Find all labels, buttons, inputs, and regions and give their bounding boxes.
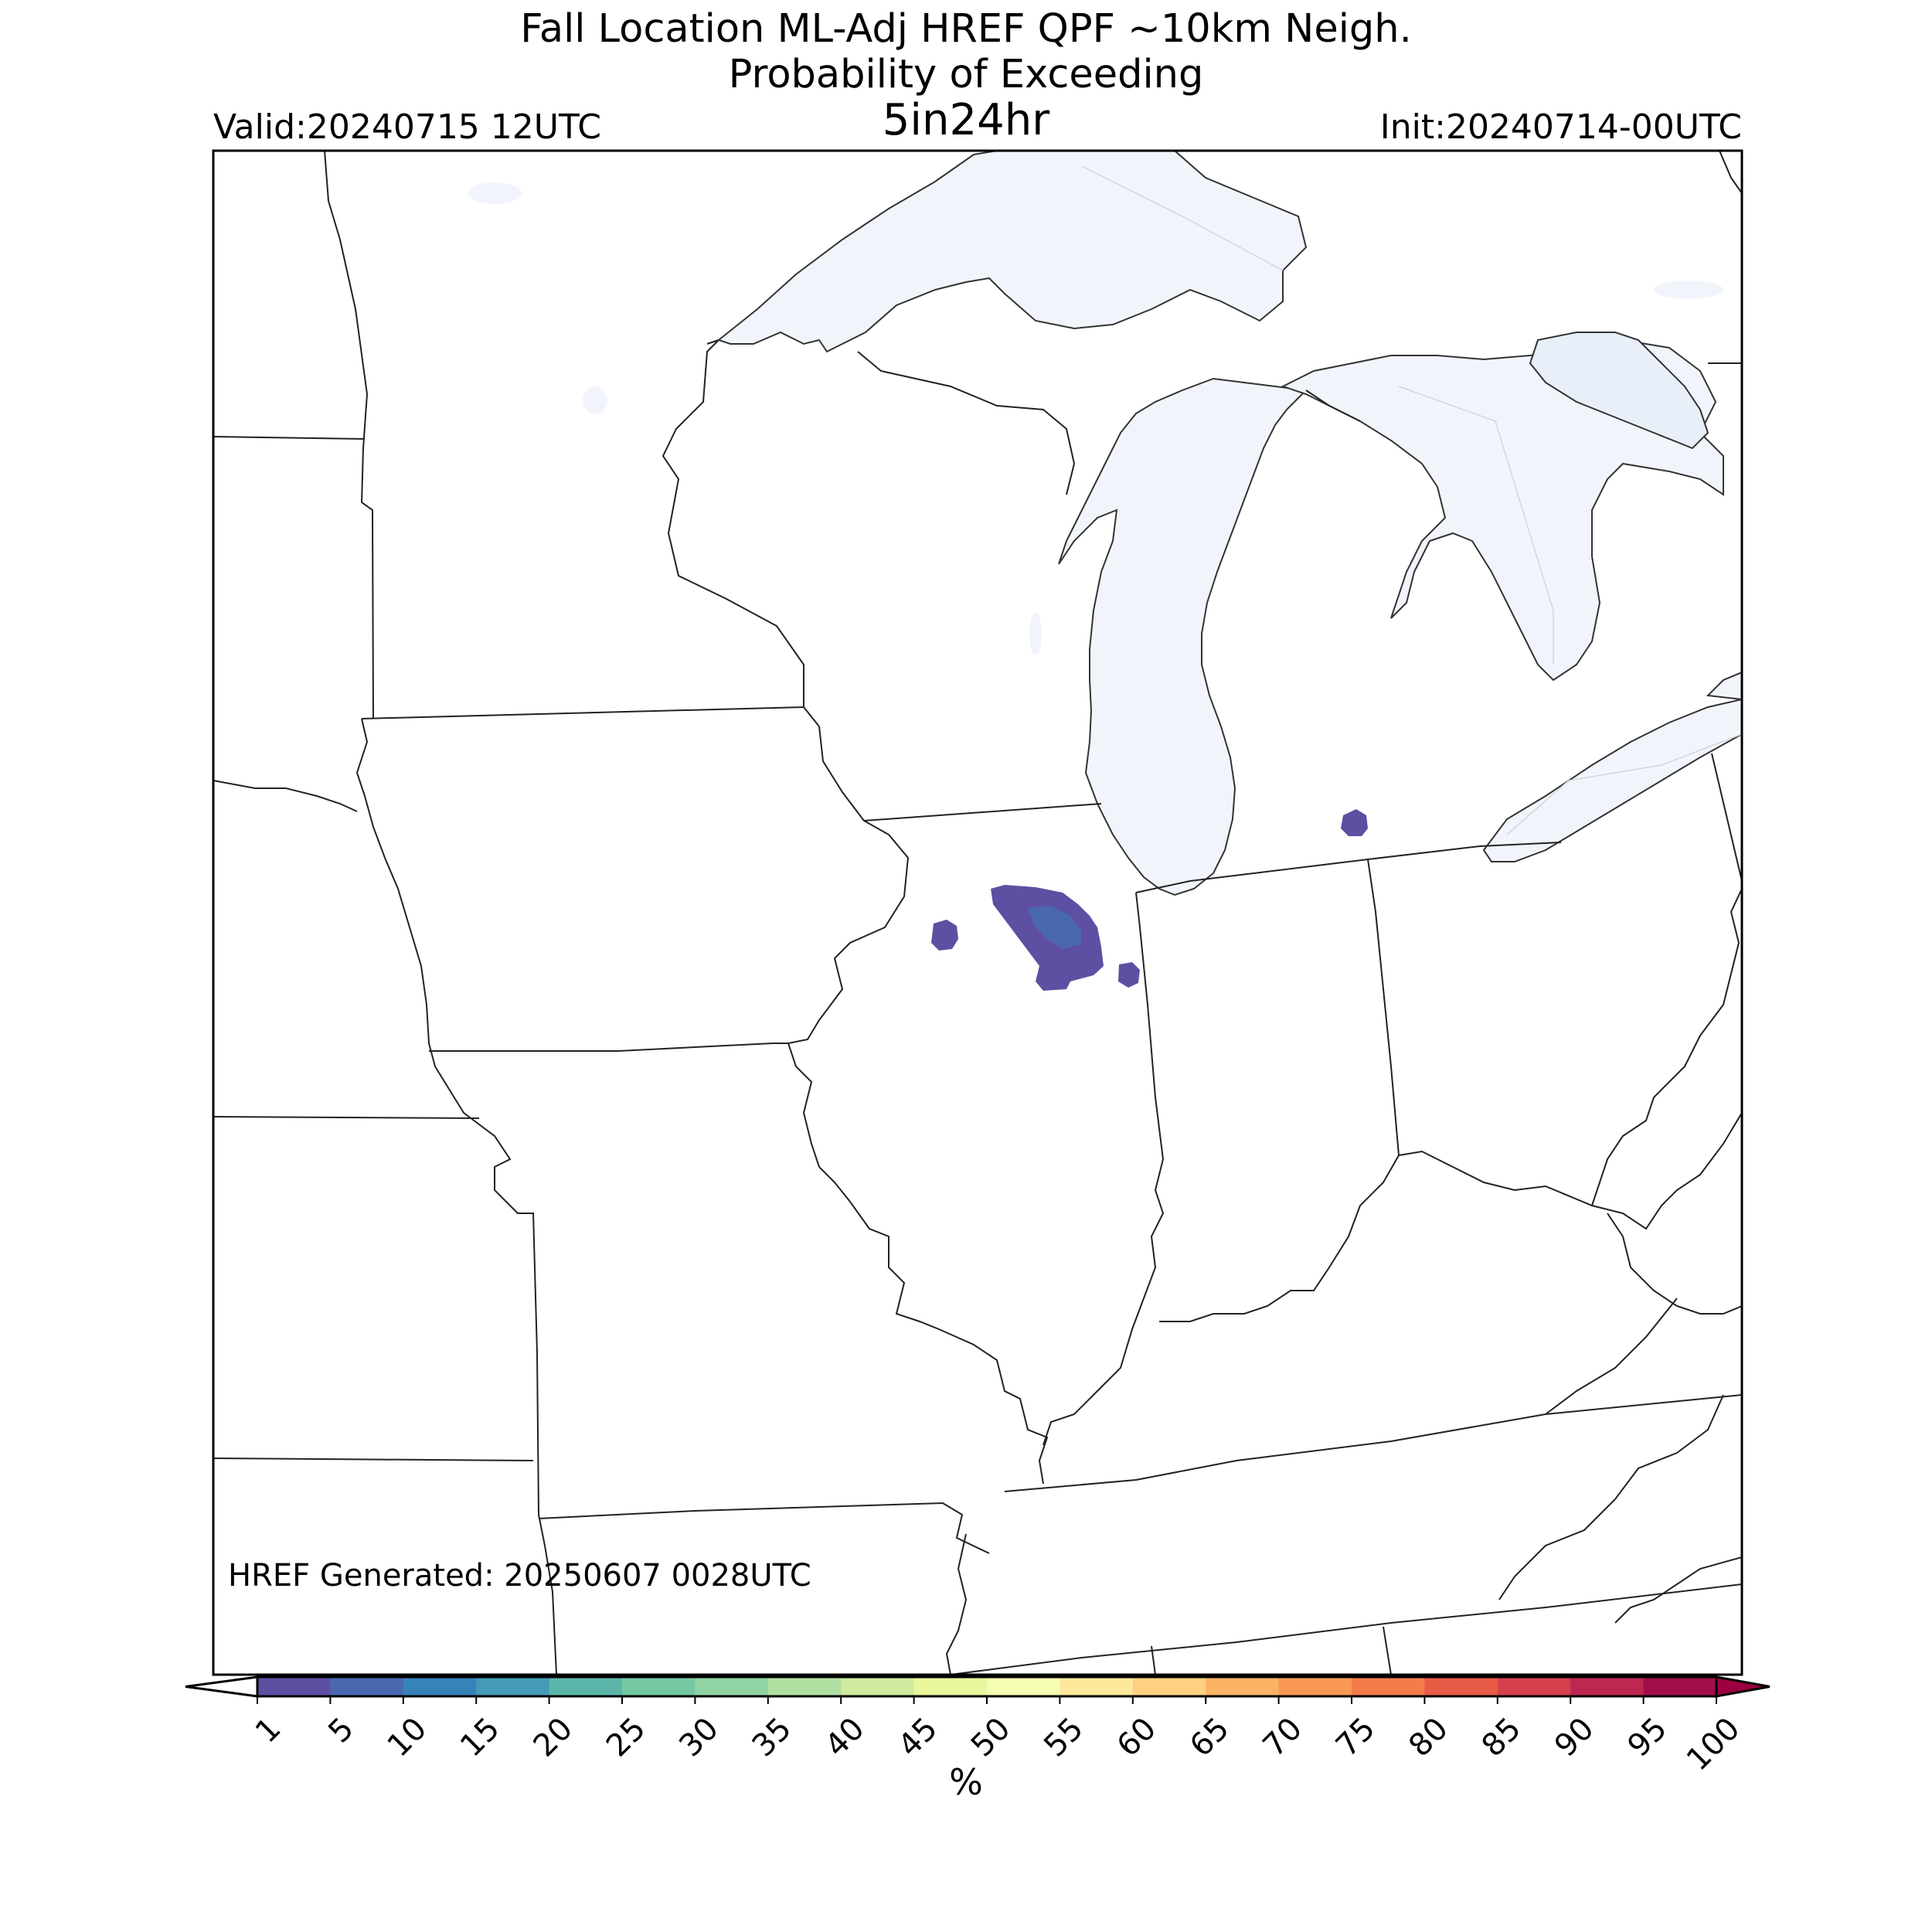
colorbar-swatch <box>403 1677 477 1696</box>
colorbar-tick-label: 30 <box>672 1711 726 1764</box>
lake-erie <box>1482 698 1742 862</box>
georgian-bay <box>1529 332 1709 450</box>
colorbar-swatch <box>476 1677 550 1696</box>
colorbar-swatch <box>257 1677 331 1696</box>
colorbar-tick-label: 65 <box>1183 1711 1236 1764</box>
probability-areas <box>931 809 1368 991</box>
valid-time-label: Valid:20240715 12UTC <box>213 107 602 147</box>
lake-superior <box>716 151 1308 353</box>
title-line-1: Fall Location ML-Adj HREF QPF ~10km Neig… <box>520 6 1412 52</box>
title-line-3: 5in24hr <box>882 95 1050 145</box>
colorbar-swatch <box>1497 1677 1571 1696</box>
colorbar-swatch <box>622 1677 696 1696</box>
colorbar-tick-label: 80 <box>1402 1711 1455 1764</box>
small-lake <box>583 386 607 414</box>
prob-area-southern-michigan <box>1341 809 1368 836</box>
colorbar-swatch <box>1206 1677 1280 1696</box>
colorbar-swatch <box>1570 1677 1645 1696</box>
small-lake <box>1654 281 1723 299</box>
colorbar-tick-label: 10 <box>381 1711 434 1764</box>
colorbar-tick-label: 1 <box>249 1711 288 1750</box>
colorbar-tick-label: 75 <box>1329 1711 1383 1764</box>
colorbar-swatch <box>913 1677 988 1696</box>
lake-michigan <box>1058 377 1308 896</box>
colorbar-tick-label: 85 <box>1475 1711 1529 1764</box>
colorbar-swatch <box>549 1677 623 1696</box>
small-lake <box>1029 612 1042 655</box>
colorbar-swatch <box>1060 1677 1134 1696</box>
generated-label: HREF Generated: 20250607 0028UTC <box>228 1558 811 1594</box>
colorbar-tick-label: 60 <box>1111 1711 1164 1764</box>
colorbar-tick-label: 15 <box>454 1711 507 1764</box>
lake-boundaries <box>1081 165 1742 835</box>
colorbar-swatch <box>1424 1677 1498 1696</box>
colorbar-tick-label: 5 <box>321 1711 361 1750</box>
colorbar-over-extend <box>1715 1675 1770 1698</box>
colorbar-unit-label: % <box>949 1761 983 1803</box>
colorbar-tick-label: 90 <box>1548 1711 1601 1764</box>
prob-area-illinois-indiana-border <box>1118 962 1140 988</box>
title-line-2: Probability of Exceeding <box>728 52 1204 97</box>
lake-ontario <box>1706 671 1742 701</box>
colorbar-tick-label: 20 <box>527 1711 580 1764</box>
colorbar-swatch <box>1278 1677 1352 1696</box>
prob-area-north-central-illinois-core <box>1028 906 1082 949</box>
colorbar-swatch <box>767 1677 842 1696</box>
colorbar-under-extend <box>185 1675 259 1698</box>
init-time-label: Init:20240714-00UTC <box>1379 107 1742 147</box>
prob-area-northwest-illinois <box>931 920 958 951</box>
colorbar-swatch <box>1352 1677 1425 1696</box>
colorbar-tick-label: 95 <box>1621 1711 1675 1764</box>
colorbar-swatch <box>695 1677 769 1696</box>
colorbar-swatch <box>841 1677 915 1696</box>
colorbar-tick-label: 55 <box>1037 1711 1090 1764</box>
small-lake <box>468 182 522 204</box>
colorbar-tick-label: 25 <box>600 1711 653 1764</box>
colorbar-tick-label: 45 <box>892 1711 945 1764</box>
map-frame <box>212 149 1743 1676</box>
colorbar-swatch <box>330 1677 404 1696</box>
colorbar-tick-label: 35 <box>746 1711 799 1764</box>
colorbar-boxes <box>185 1675 1770 1698</box>
colorbar-swatch <box>987 1677 1060 1696</box>
colorbar-tick-label: 40 <box>818 1711 872 1764</box>
colorbar-swatch <box>1643 1677 1717 1696</box>
colorbar-tick-label: 70 <box>1257 1711 1310 1764</box>
state-borders <box>213 151 1742 1675</box>
colorbar-tick-label: 50 <box>964 1711 1018 1764</box>
colorbar-swatch <box>1132 1677 1206 1696</box>
